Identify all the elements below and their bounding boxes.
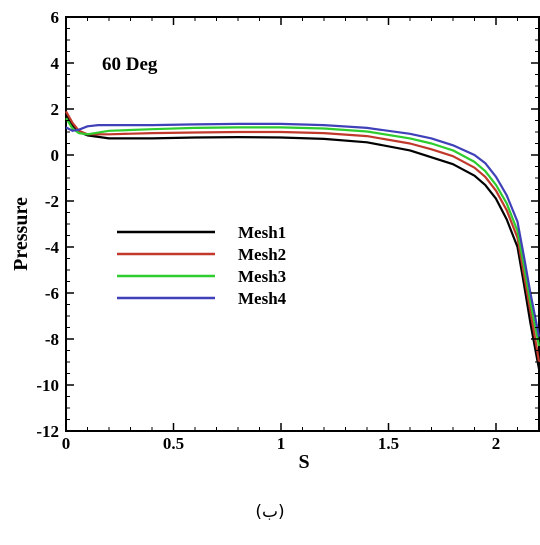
y-axis-title: Pressure [10, 197, 32, 271]
x-tick-label: 1.5 [378, 434, 399, 453]
series-line-mesh1 [65, 113, 540, 370]
y-tick-label: -6 [45, 284, 59, 303]
series-layer [65, 110, 540, 370]
angle-annotation: 60 Deg [102, 54, 158, 75]
series-line-mesh2 [65, 110, 540, 363]
series-line-mesh3 [65, 117, 540, 347]
y-tick-label: 6 [51, 8, 60, 27]
x-axis-title: S [298, 451, 309, 473]
legend-label-mesh1: Mesh1 [238, 223, 286, 242]
y-tick-label: -8 [45, 330, 59, 349]
plot-area [65, 16, 540, 432]
legend-label-mesh2: Mesh2 [238, 245, 286, 264]
y-tick-label: -12 [36, 422, 59, 441]
plot-frame [65, 16, 540, 432]
y-tick-label: -4 [45, 238, 60, 257]
x-tick-label: 0.5 [163, 434, 184, 453]
legend: Mesh1 Mesh2 Mesh3 Mesh4 [117, 223, 287, 308]
legend-label-mesh4: Mesh4 [238, 289, 287, 308]
x-tick-label: 0 [62, 434, 71, 453]
y-tick-label: 2 [51, 100, 60, 119]
y-tick-label: 0 [51, 146, 60, 165]
y-tick-label: -10 [36, 376, 59, 395]
legend-label-mesh3: Mesh3 [238, 267, 286, 286]
x-tick-label: 1 [277, 434, 286, 453]
series-line-mesh4 [65, 122, 540, 337]
y-tick-label: -2 [45, 192, 59, 211]
y-tick-label: 4 [51, 54, 60, 73]
x-tick-label: 2 [492, 434, 501, 453]
figure-caption: (ب) [255, 502, 285, 522]
